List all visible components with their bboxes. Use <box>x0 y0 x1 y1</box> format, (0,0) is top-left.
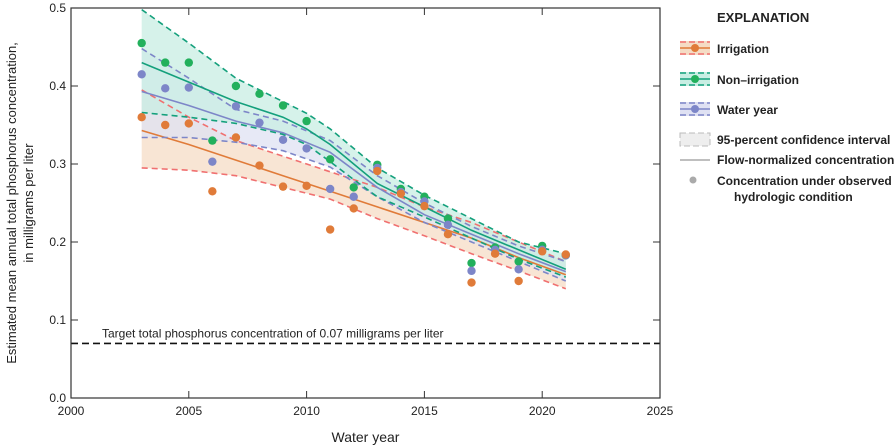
ci-upper-line-2 <box>141 8 566 255</box>
y-tick-label: 0.1 <box>49 313 66 327</box>
data-point <box>443 214 453 223</box>
data-point <box>137 70 146 79</box>
x-tick-label: 2015 <box>411 404 438 418</box>
data-point <box>490 249 500 258</box>
data-point <box>231 133 241 142</box>
ci-lower-line-2 <box>141 111 567 278</box>
x-tick-label: 2020 <box>529 404 556 418</box>
data-point <box>514 276 523 286</box>
data-point <box>161 120 170 130</box>
data-point <box>349 192 358 201</box>
data-point <box>467 266 476 276</box>
x-tick-label: 2025 <box>647 404 674 418</box>
legend-dot <box>691 44 699 52</box>
data-point <box>514 265 523 274</box>
data-point <box>208 187 217 196</box>
legend-point-dot <box>689 176 697 184</box>
data-point <box>208 157 217 166</box>
data-point <box>561 250 570 259</box>
legend-item: Water year <box>717 103 778 117</box>
ci-lower-line-0 <box>141 167 567 290</box>
data-point <box>231 81 241 91</box>
y-tick-label: 0.2 <box>49 235 66 249</box>
data-point <box>208 136 217 145</box>
data-point <box>255 161 264 170</box>
data-point <box>349 204 358 213</box>
data-point <box>514 257 523 266</box>
y-tick-label: 0.5 <box>49 1 66 15</box>
data-point <box>184 83 193 92</box>
legend-item: Concentration under observed <box>717 174 892 188</box>
y-tick-label: 0.3 <box>49 157 66 171</box>
data-point <box>184 58 193 67</box>
data-point <box>467 258 476 268</box>
ci-upper-line-1 <box>141 47 567 263</box>
data-point <box>373 166 382 176</box>
data-point <box>420 201 429 211</box>
data-point <box>325 225 335 234</box>
x-tick-label: 2005 <box>175 404 202 418</box>
data-point <box>255 118 264 127</box>
target-label: Target total phosphorus concentration of… <box>102 326 444 340</box>
data-point <box>349 183 358 192</box>
legend-item: Non–irrigation <box>717 73 799 87</box>
data-point <box>255 89 264 99</box>
ci-upper-line-0 <box>141 89 567 263</box>
data-point <box>538 247 547 256</box>
legend-item: hydrologic condition <box>734 190 853 204</box>
data-point <box>325 155 335 164</box>
x-tick-label: 2000 <box>58 404 85 418</box>
data-point <box>278 101 288 110</box>
data-point <box>278 135 288 145</box>
data-point <box>302 116 311 126</box>
y-axis-label-2: in milligrams per liter <box>21 143 36 263</box>
data-point <box>302 144 311 153</box>
legend-item: Flow-normalized concentration <box>717 153 894 167</box>
data-point <box>137 38 146 48</box>
legend-item: 95-percent confidence interval <box>717 133 890 147</box>
data-point <box>161 84 170 93</box>
data-point <box>161 58 170 67</box>
plot-frame <box>70 7 661 399</box>
y-tick-label: 0.0 <box>49 391 66 405</box>
x-tick-label: 2010 <box>293 404 320 418</box>
data-point <box>443 230 453 239</box>
data-point <box>396 189 406 198</box>
legend-title: EXPLANATION <box>717 10 809 25</box>
data-point <box>325 184 335 194</box>
x-axis-label: Water year <box>332 429 400 445</box>
y-tick-label: 0.4 <box>49 79 66 93</box>
ci-band-2 <box>141 9 566 278</box>
data-point <box>302 181 311 191</box>
legend-ci-swatch <box>679 132 711 147</box>
data-point <box>278 182 288 191</box>
data-point <box>184 119 193 128</box>
data-point <box>231 102 241 111</box>
legend-item: Irrigation <box>717 42 769 56</box>
data-point <box>467 278 476 287</box>
legend-dot <box>691 75 699 83</box>
flow-normalized-line-2 <box>141 61 567 271</box>
y-axis-label: Estimated mean annual total phosphorus c… <box>4 42 19 364</box>
data-point <box>443 220 453 230</box>
data-point <box>137 113 146 122</box>
legend-dot <box>691 105 699 113</box>
